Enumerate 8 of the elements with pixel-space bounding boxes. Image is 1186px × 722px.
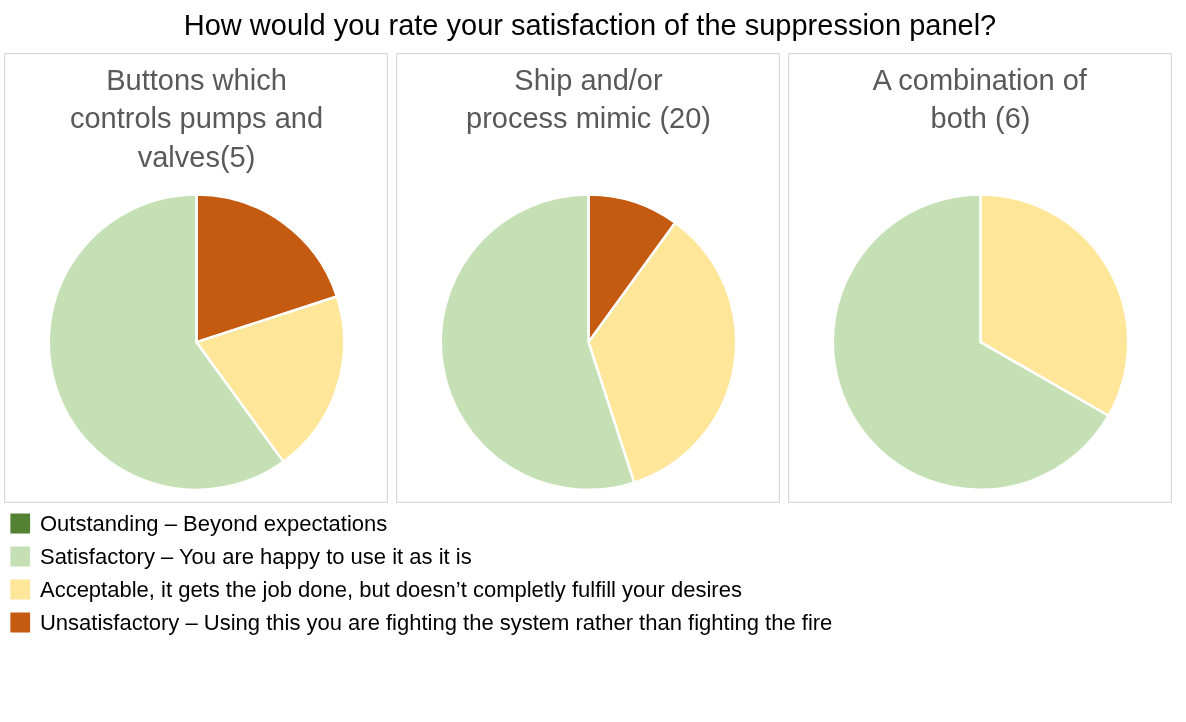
text: How would you rate your satisfaction of the suppression panel? [183,8,997,43]
chart-title: A combination of both (6) [872,64,1088,135]
legend-label: Acceptable, it gets the job done, but doesn’t completly fulfill your desires [39,577,742,603]
chart-title: Buttons which controls pumps and valves(5) [69,64,324,174]
legend-label: Outstanding – Beyond expectations [39,511,388,537]
legend-label: Unsatisfactory – Using this you are fighting the system rather than fighting the fire [39,610,833,636]
chart-title: Ship and/or process mimic (20) [466,64,711,135]
legend-label: Satisfactory – You are happy to use it as it is [39,544,472,570]
